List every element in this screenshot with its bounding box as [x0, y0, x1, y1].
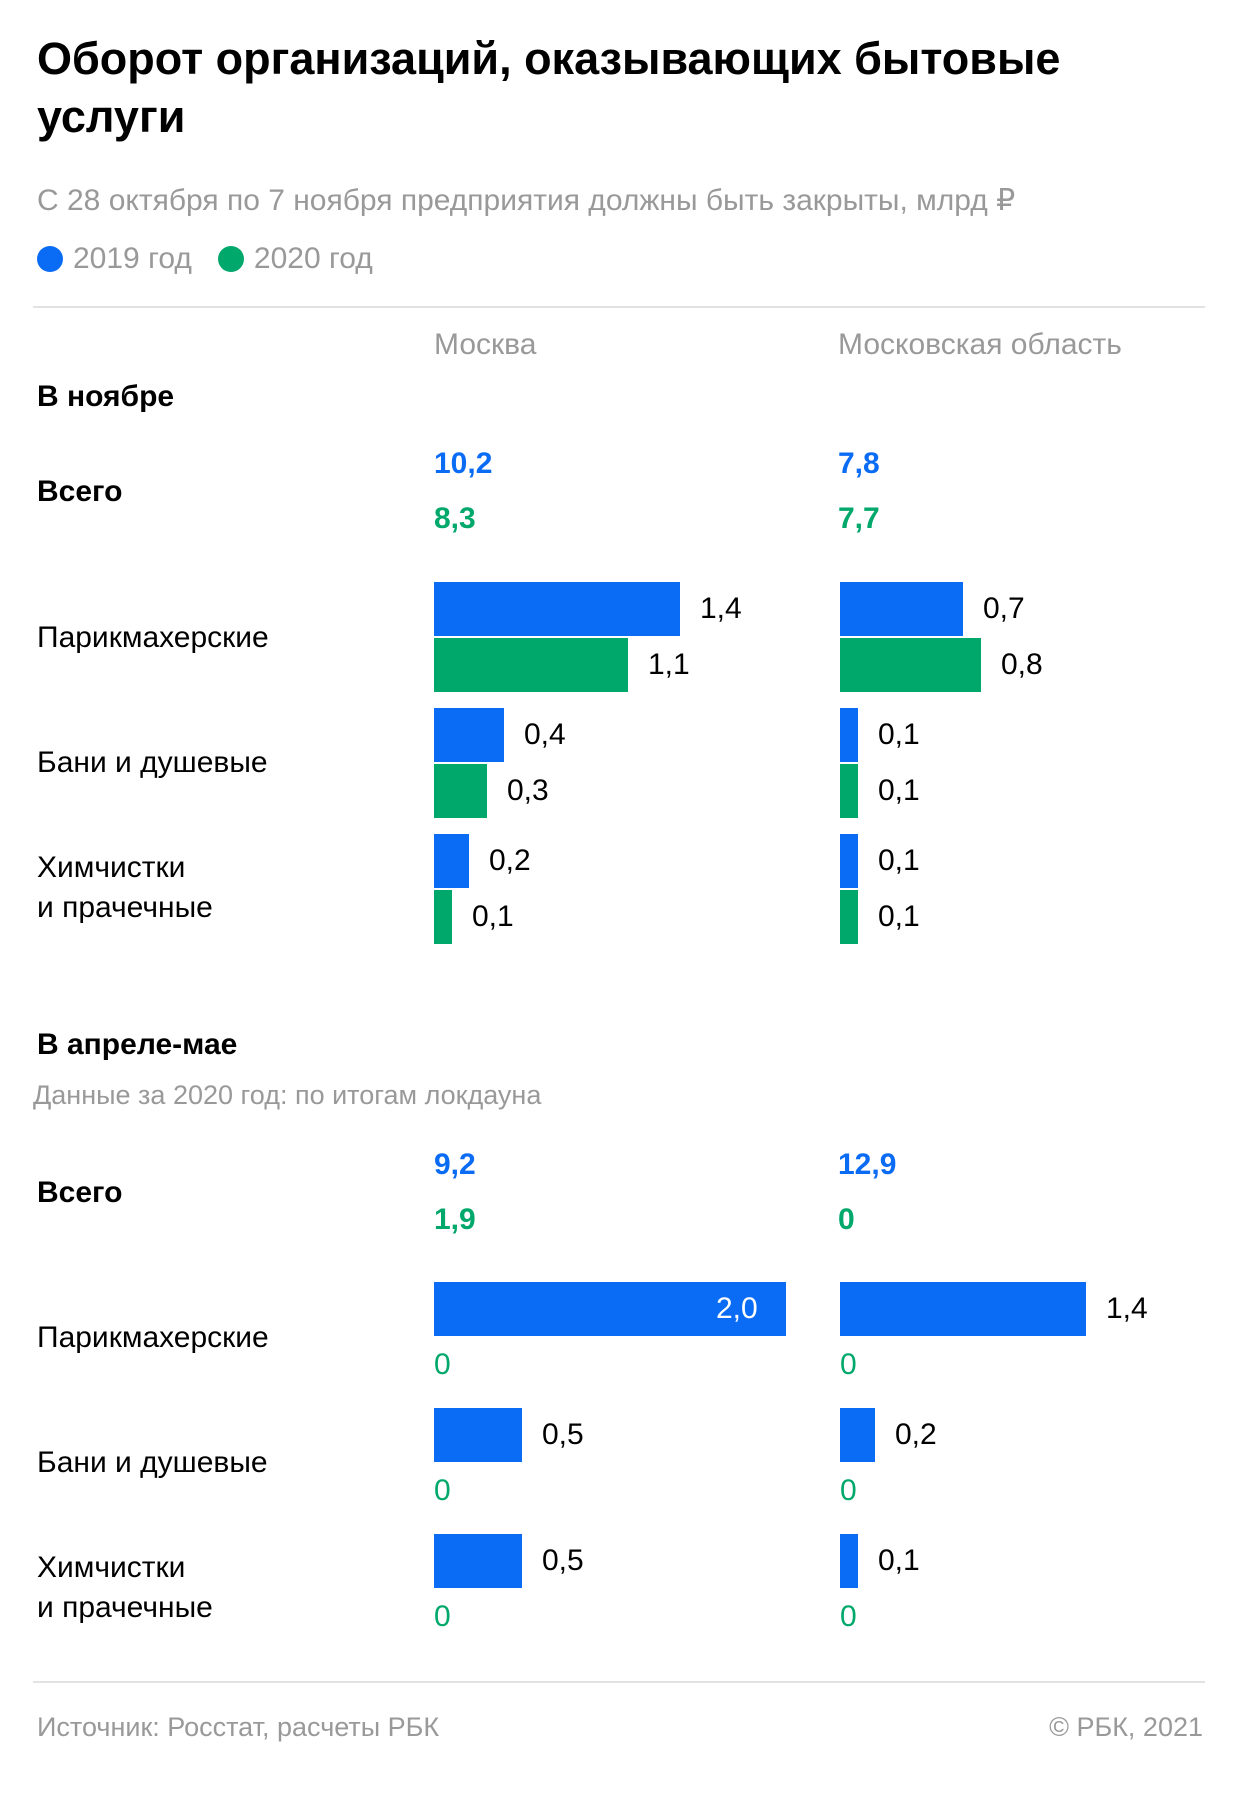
bar-november-moscow-baths-2020	[434, 764, 487, 818]
total-moscow-2019-april-may: 9,2	[434, 1148, 476, 1181]
value-label-november-moscow-hairdressers-2020: 1,1	[648, 648, 690, 681]
total-moscow-2020-november: 8,3	[434, 502, 476, 535]
total-moscow-2019-november: 10,2	[434, 447, 493, 480]
legend-label-2020: 2020 год	[253, 242, 373, 275]
value-label-april-may-region-drycleaning-2020: 0	[840, 1600, 857, 1633]
bar-november-moscow-hairdressers-2019	[434, 582, 680, 636]
value-label-november-region-hairdressers-2020: 0,8	[1001, 648, 1043, 681]
value-label-november-region-baths-2020: 0,1	[878, 774, 920, 807]
value-label-april-may-moscow-baths-2019: 0,5	[542, 1418, 584, 1451]
value-label-april-may-moscow-drycleaning-2020: 0	[434, 1600, 451, 1633]
value-label-november-region-baths-2019: 0,1	[878, 718, 920, 751]
total-region-2019-november: 7,8	[838, 447, 880, 480]
value-label-november-region-drycleaning-2019: 0,1	[878, 844, 920, 877]
row-label-hairdressers-april-may: Парикмахерские	[37, 1321, 269, 1354]
value-label-april-may-region-hairdressers-2019: 1,4	[1106, 1292, 1148, 1325]
top-divider	[33, 306, 1205, 308]
column-header-moscow-region: Московская область	[838, 328, 1122, 361]
copyright: © РБК, 2021	[1049, 1712, 1203, 1742]
value-label-april-may-moscow-hairdressers-2019: 2,0	[716, 1292, 758, 1325]
value-label-november-moscow-drycleaning-2020: 0,1	[472, 900, 514, 933]
value-label-november-region-drycleaning-2020: 0,1	[878, 900, 920, 933]
section-title-november: В ноябре	[37, 380, 175, 413]
bar-november-region-hairdressers-2020	[840, 638, 981, 692]
column-header-moscow: Москва	[434, 328, 537, 361]
value-label-april-may-region-baths-2019: 0,2	[895, 1418, 937, 1451]
total-region-2020-april-may: 0	[838, 1203, 855, 1236]
bar-november-moscow-drycleaning-2020	[434, 890, 452, 944]
legend-dot-2019	[37, 246, 63, 272]
row-label-drycleaning-april-may: Химчистки и прачечные	[37, 1551, 213, 1624]
bar-november-region-hairdressers-2019	[840, 582, 963, 636]
bar-april-may-region-hairdressers-2019	[840, 1282, 1086, 1336]
legend-item-2020: 2020 год	[217, 242, 373, 276]
value-label-november-moscow-drycleaning-2019: 0,2	[489, 844, 531, 877]
row-label-hairdressers-november: Парикмахерские	[37, 621, 269, 654]
bar-november-region-baths-2020	[840, 764, 858, 818]
bar-november-moscow-hairdressers-2020	[434, 638, 628, 692]
source-note: Источник: Росстат, расчеты РБК	[37, 1712, 440, 1742]
bar-april-may-moscow-baths-2019	[434, 1408, 522, 1462]
value-label-april-may-moscow-hairdressers-2020: 0	[434, 1348, 451, 1381]
row-label-drycleaning-november: Химчистки и прачечные	[37, 851, 213, 924]
chart-subtitle: С 28 октября по 7 ноября предприятия дол…	[37, 184, 1016, 217]
row-label-baths-november: Бани и душевые	[37, 746, 268, 779]
value-label-november-moscow-hairdressers-2019: 1,4	[700, 592, 742, 625]
total-region-2020-november: 7,7	[838, 502, 880, 535]
value-label-april-may-region-baths-2020: 0	[840, 1474, 857, 1507]
bar-november-moscow-baths-2019	[434, 708, 504, 762]
bar-november-region-drycleaning-2019	[840, 834, 858, 888]
value-label-april-may-region-hairdressers-2020: 0	[840, 1348, 857, 1381]
legend: 2019 год 2020 год	[37, 242, 399, 276]
bar-april-may-moscow-drycleaning-2019	[434, 1534, 522, 1588]
section-title-april-may: В апреле-мае	[37, 1028, 238, 1061]
value-label-november-moscow-baths-2020: 0,3	[507, 774, 549, 807]
legend-label-2019: 2019 год	[73, 242, 192, 275]
value-label-april-may-moscow-baths-2020: 0	[434, 1474, 451, 1507]
bar-april-may-moscow-hairdressers-2019	[434, 1282, 786, 1336]
row-label-baths-april-may: Бани и душевые	[37, 1446, 268, 1479]
total-label-november: Всего	[37, 475, 123, 508]
value-label-november-moscow-baths-2019: 0,4	[524, 718, 566, 751]
legend-dot-2020	[217, 246, 244, 272]
bar-april-may-region-baths-2019	[840, 1408, 875, 1462]
legend-item-2019: 2019 год	[37, 242, 192, 276]
section-note-april-may: Данные за 2020 год: по итогам локдауна	[33, 1080, 542, 1110]
chart-title: Оборот организаций, оказывающих бытовые …	[37, 33, 1061, 142]
total-region-2019-april-may: 12,9	[838, 1148, 897, 1181]
bottom-divider	[33, 1681, 1205, 1683]
total-moscow-2020-april-may: 1,9	[434, 1203, 476, 1236]
total-label-april-may: Всего	[37, 1176, 123, 1209]
value-label-april-may-region-drycleaning-2019: 0,1	[878, 1544, 920, 1577]
bar-november-region-baths-2019	[840, 708, 858, 762]
value-label-november-region-hairdressers-2019: 0,7	[983, 592, 1025, 625]
bar-november-region-drycleaning-2020	[840, 890, 858, 944]
bar-november-moscow-drycleaning-2019	[434, 834, 469, 888]
value-label-april-may-moscow-drycleaning-2019: 0,5	[542, 1544, 584, 1577]
bar-april-may-region-drycleaning-2019	[840, 1534, 858, 1588]
